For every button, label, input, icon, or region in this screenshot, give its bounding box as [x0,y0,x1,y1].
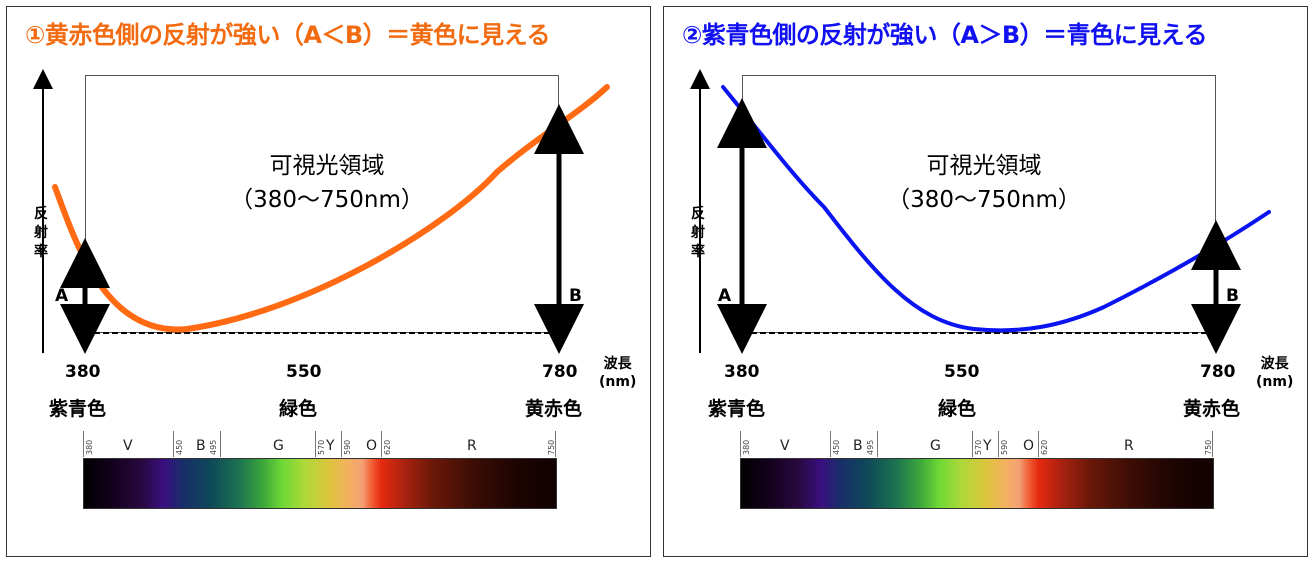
band-letter-y: Y [983,438,992,454]
spectrum-gradient [740,458,1214,509]
mark-380: 380 [742,439,751,455]
mark-495: 495 [209,439,218,455]
band-green: 緑色 [279,398,318,420]
panel-title: ①黄赤色側の反射が強い（A＜B）＝黄色に見える [25,21,550,49]
x-axis-label-line2: (nm) [1256,374,1294,390]
band-yellow-red: 黄赤色 [525,398,583,420]
band-violet-blue: 紫青色 [708,398,766,420]
band-letter-b: B [196,438,206,454]
band-letter-y: Y [326,438,335,454]
band-letter-o: O [1023,438,1035,454]
tick-550: 550 [944,362,980,382]
visible-region-range: （380～750nm） [230,187,424,213]
visible-region-label: 可視光領域 （380～750nm） [177,149,477,217]
spectrum-gradient [83,458,557,509]
mark-450: 450 [832,439,841,455]
reflectance-curve [52,84,610,333]
panel-title: ②紫青色側の反射が強い（A＞B）＝青色に見える [682,21,1207,49]
mark-750: 750 [1204,439,1213,455]
x-axis-label-line2: (nm) [599,374,637,390]
reflectance-plot [690,69,1271,354]
visible-region-range: （380～750nm） [887,187,1081,213]
panel-blue-example: ②紫青色側の反射が強い（A＞B）＝青色に見える 可視光領域 （380～750nm… [663,6,1308,557]
mark-590: 590 [343,439,352,455]
band-letter-o: O [366,438,378,454]
band-letter-v: V [780,438,790,454]
tick-380: 380 [724,362,760,382]
visible-region-label: 可視光領域 （380～750nm） [834,149,1134,217]
arrow-a-label: A [718,286,732,306]
x-axis-label-line1: 波長 [1260,356,1289,372]
mark-570: 570 [317,439,326,455]
band-letter-g: G [273,438,284,454]
visible-region-title: 可視光領域 [269,153,385,179]
band-letter-r: R [467,438,477,454]
x-axis-label-line1: 波長 [603,356,632,372]
y-axis-label: 反射率 [34,206,48,260]
mark-380: 380 [85,439,94,455]
y-axis-label: 反射率 [691,206,705,260]
mark-450: 450 [175,439,184,455]
mark-750: 750 [547,439,556,455]
panel-yellow-example: ①黄赤色側の反射が強い（A＜B）＝黄色に見える 可視光領域 （380～750nm… [6,6,651,557]
band-green: 緑色 [938,398,977,420]
arrow-b-label: B [1226,286,1239,306]
mark-570: 570 [974,439,983,455]
mark-495: 495 [866,439,875,455]
band-letter-v: V [123,438,133,454]
mark-620: 620 [383,439,392,455]
band-letter-b: B [853,438,863,454]
mark-620: 620 [1040,439,1049,455]
x-axis-label: 波長 (nm) [599,355,636,391]
tick-550: 550 [286,362,322,382]
visible-spectrum: 380 450 495 570 590 620 750 V B G Y O R [83,431,557,511]
mark-590: 590 [1000,439,1009,455]
visible-region-title: 可視光領域 [926,153,1042,179]
band-letter-r: R [1124,438,1134,454]
arrow-b-label: B [569,286,582,306]
visible-spectrum: 380 450 495 570 590 620 750 V B G Y O R [740,431,1214,511]
x-axis-label: 波長 (nm) [1256,355,1293,391]
reflectance-plot [33,69,610,354]
tick-380: 380 [65,362,101,382]
tick-780: 780 [542,362,578,382]
tick-780: 780 [1200,362,1236,382]
reflectance-curve [721,85,1271,333]
band-letter-g: G [930,438,941,454]
band-yellow-red: 黄赤色 [1183,398,1241,420]
arrow-a-label: A [55,286,69,306]
band-violet-blue: 紫青色 [49,398,107,420]
